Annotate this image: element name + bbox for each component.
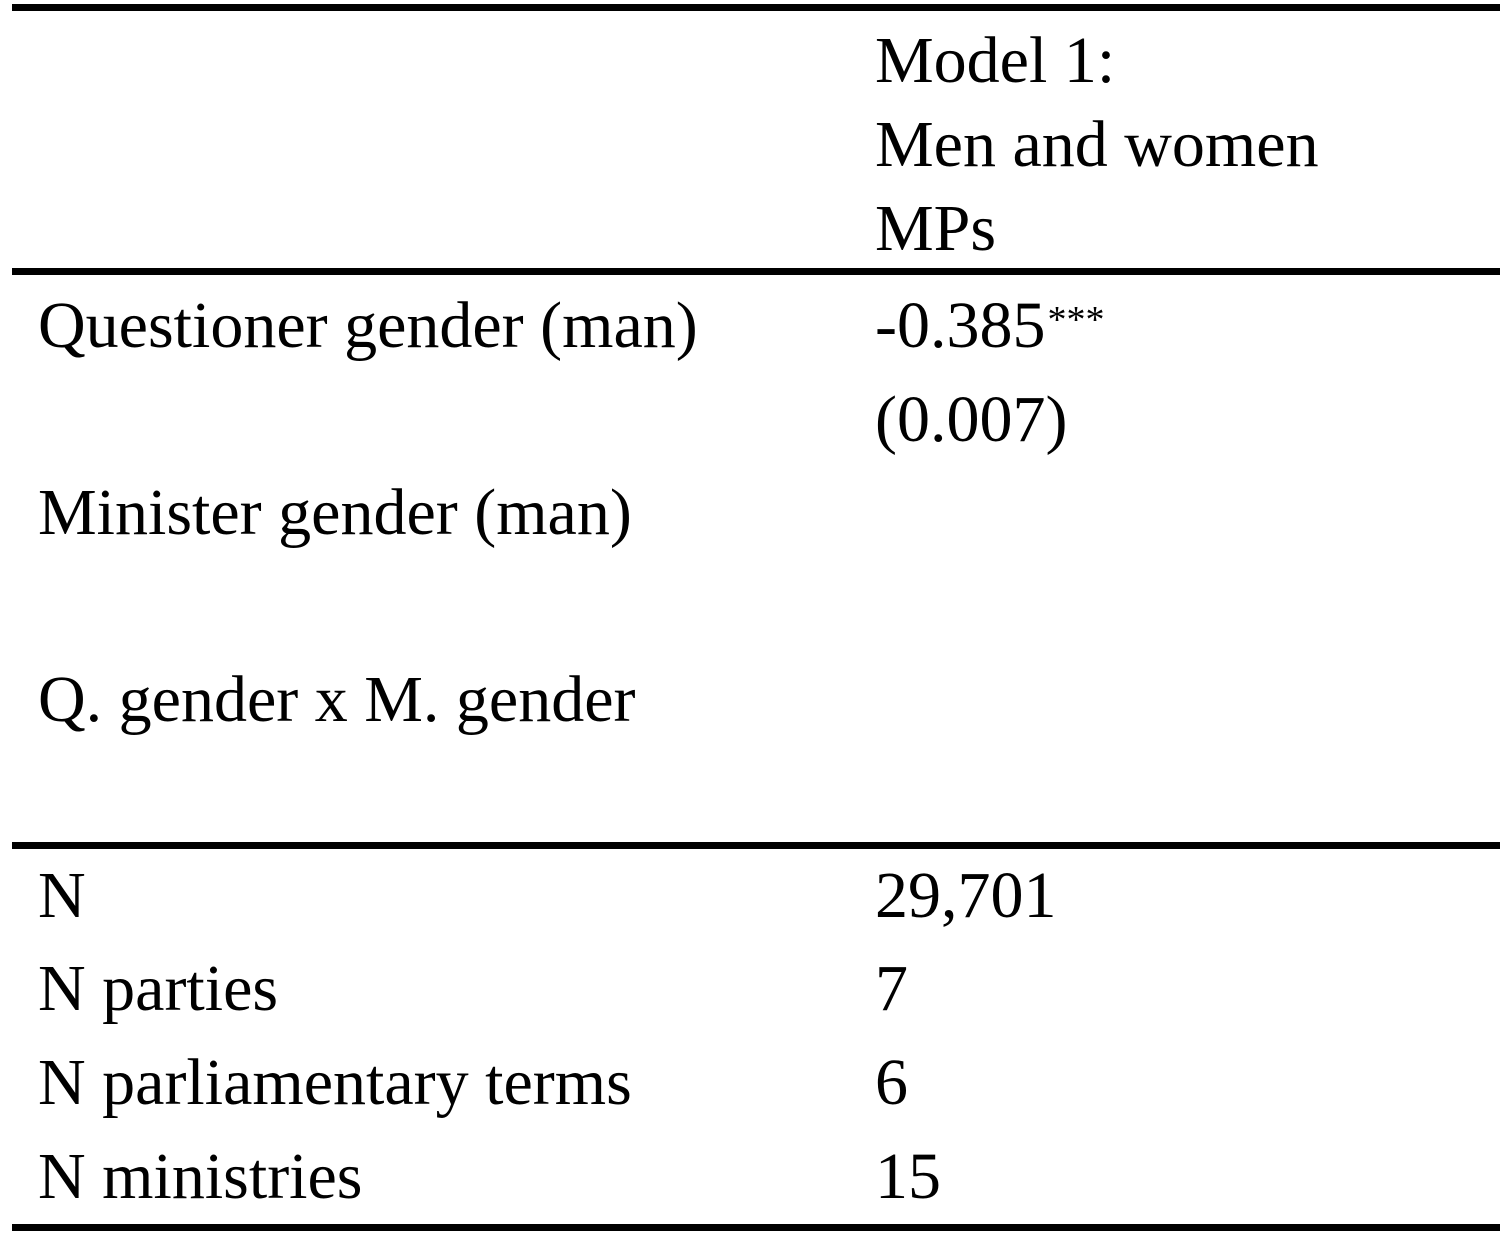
stats-rule (12, 842, 1500, 849)
coef-questioner-gender: -0.385*** (875, 283, 1104, 369)
row-label-interaction: Q. gender x M. gender (38, 663, 636, 736)
se-questioner-gender: (0.007) (875, 383, 1068, 456)
model-header-line-3: MPs (875, 192, 997, 265)
stat-value-n-parties: 7 (875, 952, 908, 1025)
regression-table: Model 1: Men and women MPs Questioner ge… (12, 0, 1500, 1242)
stat-value-n: 29,701 (875, 859, 1057, 932)
stat-label-n-terms: N parliamentary terms (38, 1046, 632, 1119)
row-label-minister-gender: Minister gender (man) (38, 476, 632, 549)
stat-value-n-ministries: 15 (875, 1140, 941, 1213)
model-header-line-2: Men and women (875, 108, 1319, 181)
coef-value: -0.385 (875, 289, 1046, 362)
header-rule (12, 268, 1500, 275)
row-label-questioner-gender: Questioner gender (man) (38, 289, 698, 362)
stat-label-n-ministries: N ministries (38, 1140, 363, 1213)
stat-label-n-parties: N parties (38, 952, 279, 1025)
model-header-line-1: Model 1: (875, 24, 1116, 97)
significance-stars: *** (1047, 299, 1105, 341)
stat-label-n: N (38, 859, 86, 932)
bottom-rule (12, 1224, 1500, 1231)
top-rule (12, 4, 1500, 11)
stat-value-n-terms: 6 (875, 1046, 908, 1119)
